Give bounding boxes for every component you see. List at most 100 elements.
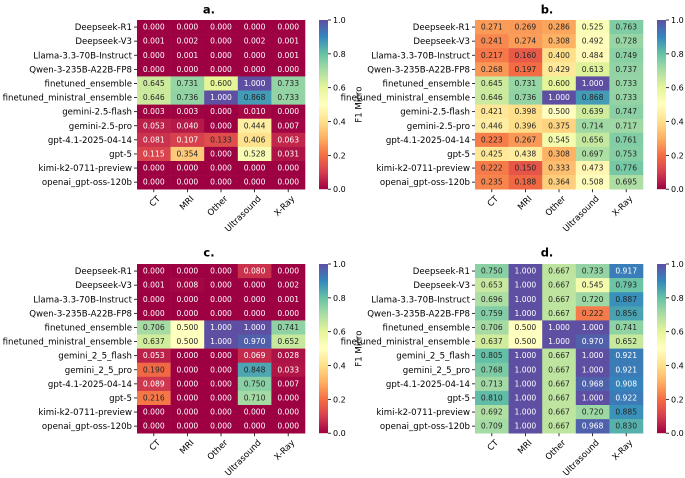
- cell-value-label: 0.002: [277, 281, 299, 290]
- cell-value-label: 0.750: [244, 379, 266, 388]
- row-label: Llama-3.3-70B-Instruct: [33, 295, 132, 305]
- heatmap-panel: b. 0.271 0.269 0.286 0.525 0.763 0.241 0.274 0.3…: [341, 3, 684, 235]
- cell-value-label: 0.528: [244, 149, 266, 158]
- colorbar-tick-label: 0.4: [671, 118, 684, 127]
- heatmap-cell: [237, 376, 272, 392]
- cell-value-label: 0.000: [143, 23, 165, 32]
- row-label: gpt-4.1-2025-04-14: [48, 136, 132, 146]
- heatmap-cell: [575, 90, 610, 105]
- column-label: CT: [148, 438, 164, 454]
- heatmap-cell: [137, 376, 171, 392]
- heatmap-cell: [508, 161, 543, 176]
- row-label: gpt-5: [109, 150, 132, 160]
- heatmap-cell: [271, 292, 306, 307]
- heatmap-cell: [475, 34, 509, 49]
- cell-value-label: 0.001: [277, 295, 299, 304]
- row-label: gpt-4.1-2025-04-14: [48, 380, 132, 390]
- cell-value-label: 0.000: [177, 422, 199, 431]
- cell-value-label: 0.720: [582, 408, 604, 417]
- row-label: gpt-4.1-2025-04-14: [386, 380, 470, 390]
- cell-value-label: 0.763: [615, 23, 637, 32]
- heatmap-cell: [475, 161, 509, 176]
- heatmap-cell: [475, 62, 509, 77]
- heatmap-cell: [542, 62, 577, 77]
- cell-value-label: 0.500: [515, 337, 537, 346]
- cell-value-label: 0.968: [582, 422, 604, 431]
- heatmap-cell: [475, 419, 509, 434]
- heatmap-cell: [204, 132, 239, 148]
- cell-value-label: 0.922: [615, 393, 637, 402]
- heatmap-cell: [237, 306, 272, 321]
- colorbar-tick-label: 1.0: [671, 16, 684, 25]
- cell-value-label: 0.653: [481, 281, 503, 290]
- colorbar-tick-label: 0.8: [671, 50, 684, 59]
- cell-value-label: 0.000: [143, 295, 165, 304]
- heatmap-cell: [542, 76, 577, 91]
- cell-value-label: 0.000: [244, 295, 266, 304]
- cell-value-label: 1.000: [515, 267, 537, 276]
- column-label: Other: [206, 438, 231, 463]
- row-label: gpt-5: [109, 394, 132, 404]
- cell-value-label: 0.269: [515, 23, 537, 32]
- cell-value-label: 0.805: [481, 351, 503, 360]
- heatmap-cell: [508, 34, 543, 49]
- row-label: gemini-2.5-flash: [400, 108, 470, 118]
- colorbar: [657, 264, 666, 434]
- cell-value-label: 0.222: [582, 309, 604, 318]
- heatmap-cell: [575, 34, 610, 49]
- cell-value-label: 0.268: [481, 65, 503, 74]
- colorbar-tick-label: 1.0: [333, 260, 346, 269]
- heatmap-cell: [508, 306, 543, 321]
- heatmap-cell: [609, 334, 644, 349]
- heatmap-cell: [575, 405, 610, 420]
- heatmap-cell: [237, 34, 272, 49]
- cell-value-label: 0.150: [515, 164, 537, 173]
- row-label: Deepseek-V3: [75, 281, 132, 291]
- heatmap-cell: [170, 161, 205, 176]
- heatmap-cell: [609, 376, 644, 392]
- cell-value-label: 0.396: [515, 121, 537, 130]
- heatmap-cell: [475, 390, 509, 406]
- cell-value-label: 0.001: [277, 51, 299, 60]
- heatmap-cell: [575, 104, 610, 119]
- column-label: CT: [486, 438, 502, 454]
- heatmap-cell: [170, 34, 205, 49]
- cell-value-label: 0.217: [481, 51, 503, 60]
- heatmap-cell: [542, 90, 577, 105]
- heatmap-cell: [475, 48, 509, 63]
- heatmap-cell: [204, 146, 239, 162]
- heatmap-cell: [609, 278, 644, 293]
- heatmap-cell: [575, 334, 610, 349]
- cell-value-label: 0.000: [277, 393, 299, 402]
- panel-label: b.: [541, 3, 554, 17]
- heatmap-cell: [575, 376, 610, 392]
- heatmap-cell: [137, 132, 171, 148]
- cell-value-label: 0.241: [481, 37, 503, 46]
- cell-value-label: 1.000: [515, 408, 537, 417]
- cell-value-label: 0.000: [210, 393, 232, 402]
- heatmap-cell: [237, 48, 272, 63]
- cell-value-label: 0.000: [177, 164, 199, 173]
- row-label: gemini-2.5-pro: [69, 122, 132, 132]
- heatmap-cell: [575, 320, 610, 335]
- cell-value-label: 0.545: [582, 281, 604, 290]
- cell-value-label: 0.720: [582, 295, 604, 304]
- cell-value-label: 0.856: [615, 309, 637, 318]
- cell-value-label: 1.000: [582, 323, 604, 332]
- heatmap-cell: [271, 146, 306, 162]
- heatmap-cell: [204, 278, 239, 293]
- row-label: kimi-k2-0711-preview: [38, 408, 132, 418]
- heatmap-cell: [575, 292, 610, 307]
- cell-value-label: 0.216: [143, 393, 165, 402]
- heatmap-cell: [204, 376, 239, 392]
- cell-value-label: 0.222: [481, 164, 503, 173]
- heatmap-cell: [237, 362, 272, 378]
- cell-value-label: 0.000: [277, 178, 299, 187]
- cell-value-label: 0.040: [177, 121, 199, 130]
- colorbar: [319, 264, 328, 434]
- heatmap-cell: [271, 390, 306, 406]
- heatmap-cell: [137, 161, 171, 176]
- heatmap-cell: [271, 264, 306, 279]
- colorbar-tick-label: 0.0: [333, 429, 346, 438]
- heatmap-cell: [237, 390, 272, 406]
